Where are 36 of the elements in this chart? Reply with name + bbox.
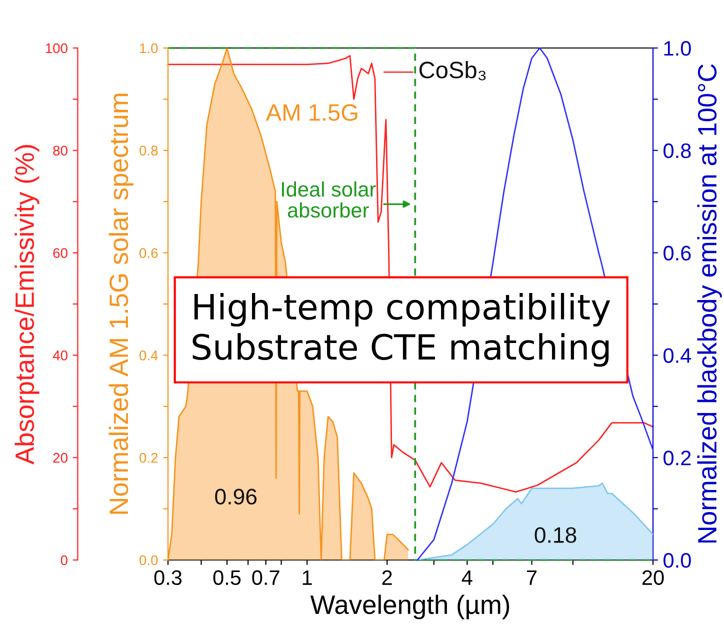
y3-axis-title: Normalized AM 1.5G solar spectrum xyxy=(108,94,134,514)
y3-tick-label: 1.0 xyxy=(140,43,158,54)
y2-tick-label: 0.6 xyxy=(664,246,691,261)
y2-axis-title: Normalized blackbody emission at 100°C xyxy=(697,64,722,543)
y2-tick-label: 0.8 xyxy=(664,143,691,158)
series-label: AM 1.5G xyxy=(266,104,358,121)
y-tick-label: 40 xyxy=(52,350,68,360)
x-tick-label: 0.3 xyxy=(154,570,182,586)
y-tick-label: 60 xyxy=(53,248,68,258)
y-tick-label: 80 xyxy=(53,146,68,156)
y3-tick-label: 0.4 xyxy=(140,350,158,360)
x-tick-label: 1 xyxy=(302,570,312,585)
y-tick-label: 20 xyxy=(53,452,68,463)
x-tick-label: 0.5 xyxy=(213,570,241,586)
annotation: High-temp compatibility Substrate CTE matching xyxy=(192,292,610,367)
annotation: 0.18 xyxy=(534,527,576,543)
y3-tick-label: 0.6 xyxy=(140,248,158,258)
annotation: 0.96 xyxy=(215,488,257,505)
x-tick-label: 4 xyxy=(462,570,472,585)
y3-tick-label: 0.2 xyxy=(140,452,158,463)
x-tick-label: 0.7 xyxy=(252,570,280,586)
x-tick-label: 2 xyxy=(382,570,392,585)
legend-label: CoSb₃ xyxy=(419,61,486,80)
x-axis-title: Wavelength (µm) xyxy=(310,594,510,620)
x-tick-label: 7 xyxy=(527,570,537,585)
x-tick-label: 20 xyxy=(642,570,664,586)
series-label: Ideal solar absorber xyxy=(282,181,376,218)
y3-tick-label: 0.0 xyxy=(140,555,158,566)
y2-tick-label: 0.2 xyxy=(664,450,691,466)
y-tick-label: 100 xyxy=(46,43,68,54)
y2-tick-label: 1.0 xyxy=(664,41,691,56)
y-tick-label: 0 xyxy=(60,555,68,566)
y3-tick-label: 0.8 xyxy=(140,146,158,156)
y2-tick-label: 0.0 xyxy=(664,553,691,568)
y2-tick-label: 0.4 xyxy=(664,348,692,363)
y-axis-title: Absorptance/Emissivity (%) xyxy=(14,145,40,465)
